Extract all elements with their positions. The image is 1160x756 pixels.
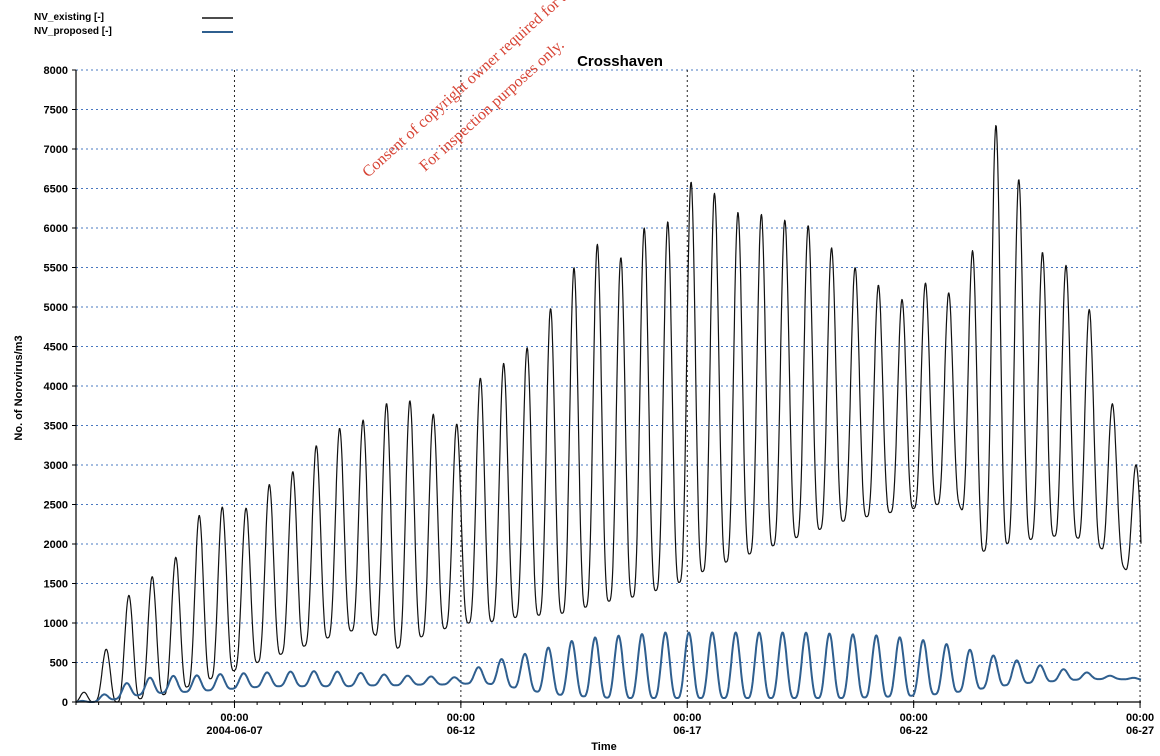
x-tick-label-date: 06-27 <box>1126 725 1154 737</box>
y-tick-label: 1000 <box>44 618 68 630</box>
series-line-nv-existing <box>75 124 1142 703</box>
x-tick-label-time: 00:00 <box>900 712 928 724</box>
x-tick-label-date: 2004-06-07 <box>206 725 262 737</box>
y-tick-label: 3500 <box>44 421 68 433</box>
series-layer <box>75 124 1142 703</box>
watermark: For inspection purposes only. Consent of… <box>359 0 632 181</box>
x-tick-label-time: 00:00 <box>673 712 701 724</box>
y-tick-label: 5500 <box>44 263 68 275</box>
x-tick-label-date: 06-12 <box>447 725 475 737</box>
y-tick-label: 4000 <box>44 381 68 393</box>
x-tick-label-time: 00:00 <box>220 712 248 724</box>
series-line-nv-proposed <box>75 631 1142 703</box>
y-tick-label: 2000 <box>44 539 68 551</box>
x-tick-label-date: 06-17 <box>673 725 701 737</box>
y-tick-label: 7500 <box>44 105 68 117</box>
x-tick-label-time: 00:00 <box>1126 712 1154 724</box>
legend: NV_existing [-] NV_proposed [-] <box>34 12 233 37</box>
x-tick-label-date: 06-22 <box>900 725 928 737</box>
y-tick-label: 7000 <box>44 144 68 156</box>
y-tick-label: 5000 <box>44 302 68 314</box>
x-tick-labels: 00:002004-06-0700:0006-1200:0006-1700:00… <box>75 702 1154 737</box>
y-tick-label: 8000 <box>44 65 68 77</box>
y-tick-labels: 0 500 1000 1500 2000 2500 3000 3500 4000 4500 5000… <box>44 65 76 709</box>
y-tick-label: 0 <box>62 697 68 709</box>
y-tick-label: 1500 <box>44 579 68 591</box>
x-axis-label: Time <box>591 741 616 753</box>
y-tick-label: 6500 <box>44 184 68 196</box>
y-tick-label: 2500 <box>44 500 68 512</box>
y-tick-label: 500 <box>50 658 68 670</box>
grid <box>76 69 1141 702</box>
x-tick-label-time: 00:00 <box>447 712 475 724</box>
y-tick-label: 6000 <box>44 223 68 235</box>
y-axis-label: No. of Norovirus/m3 <box>13 335 25 440</box>
y-tick-label: 4500 <box>44 342 68 354</box>
legend-label-nv-existing: NV_existing [-] <box>34 12 104 23</box>
y-tick-label: 3000 <box>44 460 68 472</box>
chart-title: Crosshaven <box>577 53 663 70</box>
legend-label-nv-proposed: NV_proposed [-] <box>34 26 112 37</box>
